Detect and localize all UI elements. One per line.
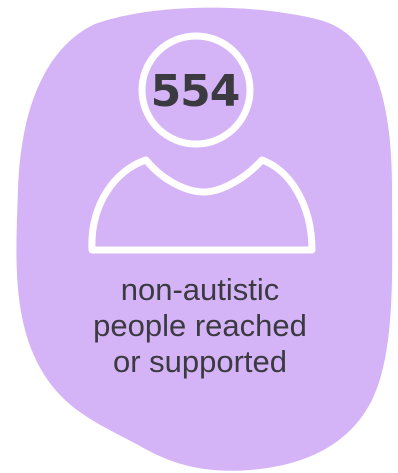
stat-caption: non-autistic people reached or supported: [40, 272, 360, 380]
background-blob: [16, 7, 393, 471]
caption-line-3: or supported: [112, 344, 288, 379]
person-body-outline: [88, 156, 316, 254]
caption-line-1: non-autistic: [120, 272, 280, 307]
stat-value: 554: [150, 65, 241, 117]
person-head-ring: [138, 32, 254, 148]
person-outline-icon: [88, 32, 316, 254]
caption-line-2: people reached: [93, 308, 307, 343]
